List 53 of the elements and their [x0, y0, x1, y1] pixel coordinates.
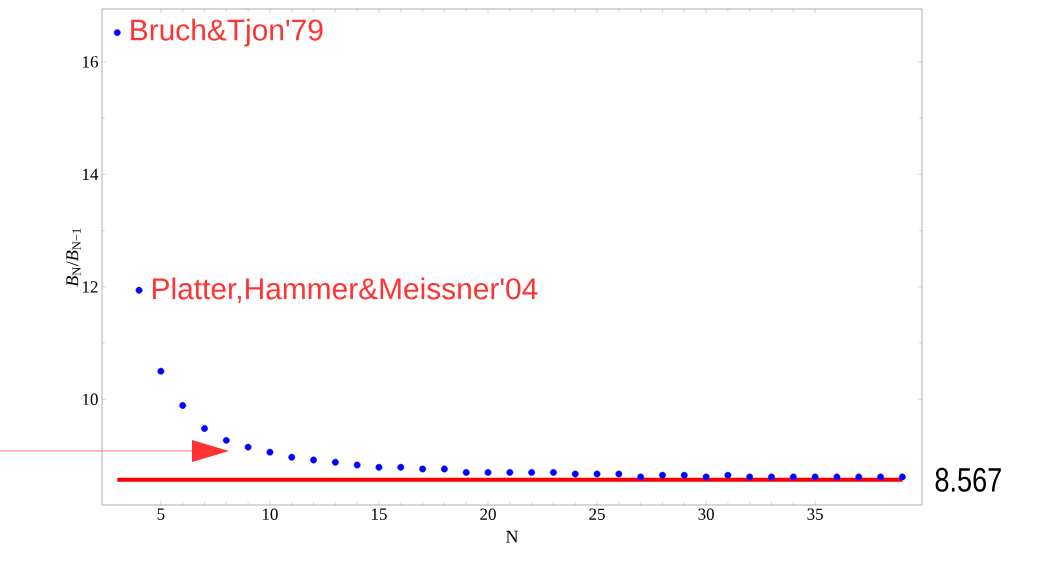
point [222, 436, 230, 444]
point [615, 470, 623, 478]
point [659, 471, 666, 479]
x-tick-label: 35 [807, 508, 823, 520]
point [724, 471, 732, 479]
x-tick-label: 20 [480, 508, 496, 520]
y-axis-title: B$_{N}$/B$_{N−1}$ [66, 228, 81, 287]
point [462, 468, 470, 476]
x-tick-label: 25 [589, 508, 605, 520]
y-tick-label: 12 [83, 281, 98, 293]
point [201, 425, 208, 432]
ref-line-label: 8.567 [935, 467, 1001, 492]
point [680, 471, 688, 479]
point [550, 468, 557, 476]
point [768, 473, 775, 481]
point [288, 453, 296, 461]
annotation: Platter,Hammer&Meissner'04 [153, 277, 538, 303]
point [375, 463, 383, 471]
point [833, 473, 841, 481]
x-tick-label: 5 [157, 508, 165, 520]
point [811, 473, 819, 481]
point [310, 456, 317, 464]
y-tick-label: 14 [83, 168, 99, 180]
point [746, 473, 754, 481]
point [898, 473, 906, 481]
point [593, 470, 601, 478]
y-tick-label: 16 [83, 56, 98, 68]
point [441, 465, 448, 473]
point [397, 463, 405, 471]
point [353, 461, 361, 469]
point [637, 473, 645, 481]
point [506, 468, 514, 476]
point [789, 473, 797, 481]
annotation: Bruch&Tjon'79 [131, 18, 323, 47]
point [179, 402, 187, 409]
point [331, 458, 339, 466]
point [157, 367, 165, 375]
x-axis-title: N [506, 530, 519, 543]
point [135, 286, 143, 294]
x-tick-label: 30 [698, 508, 714, 520]
point [244, 443, 252, 451]
point [702, 473, 710, 481]
point [113, 29, 121, 37]
x-tick-label: 15 [371, 508, 387, 520]
point [484, 468, 492, 476]
y-tick-label: 10 [83, 393, 98, 405]
point [528, 468, 536, 476]
point [855, 473, 863, 481]
point [419, 465, 426, 473]
point [571, 470, 579, 478]
x-tick-label: 10 [262, 508, 278, 520]
point [266, 448, 274, 456]
point [877, 473, 884, 481]
